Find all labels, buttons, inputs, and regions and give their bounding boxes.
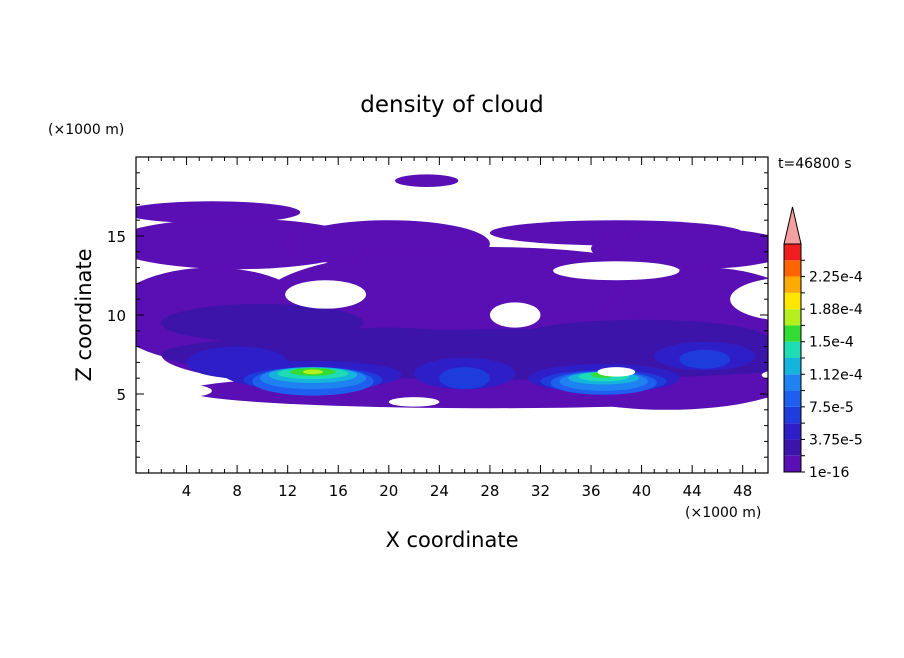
y-axis: 5 10 15 — [107, 172, 768, 458]
cloud-free-region — [388, 397, 440, 407]
colorbar-label: 1.12e-4 — [809, 367, 863, 383]
colorbar-swatch — [784, 423, 801, 440]
cloud-free-region — [161, 384, 212, 398]
colorbar-swatch — [784, 276, 801, 293]
y-tick-label: 10 — [107, 307, 126, 325]
contour-blob — [302, 369, 324, 375]
chart-title: density of cloud — [360, 92, 543, 118]
x-axis: 4 8 12 16 20 24 28 32 36 40 44 48 — [148, 157, 756, 500]
x-tick-label: 32 — [531, 482, 550, 500]
colorbar-swatch — [784, 439, 801, 456]
contour-blob — [439, 367, 490, 390]
contour-blob — [679, 349, 731, 369]
x-tick-label: 44 — [683, 482, 702, 500]
x-tick-label: 16 — [329, 482, 348, 500]
contour-blob — [793, 195, 869, 214]
contour-blob — [136, 201, 301, 224]
cloud-free-region — [761, 371, 768, 379]
contour-blob — [287, 327, 490, 366]
x-axis-label: X coordinate — [385, 528, 518, 552]
x-tick-label: 36 — [581, 482, 600, 500]
x-tick-label: 12 — [278, 482, 297, 500]
x-tick-label: 28 — [480, 482, 499, 500]
x-tick-label: 40 — [632, 482, 651, 500]
colorbar-label: 1.88e-4 — [809, 302, 863, 318]
colorbar-swatch — [784, 341, 801, 358]
x-tick-label: 48 — [733, 482, 752, 500]
colorbar-label: 1e-16 — [809, 465, 849, 481]
contour-blob — [161, 303, 364, 342]
colorbar-extend-arrow — [783, 206, 802, 245]
cloud-free-region — [730, 278, 768, 320]
x-unit-label: (×1000 m) — [685, 505, 761, 521]
colorbar-swatch — [784, 455, 801, 472]
cloud-free-region — [489, 302, 541, 328]
contour-blob — [395, 174, 459, 188]
colorbar-swatch — [784, 292, 801, 310]
colorbar-swatch — [784, 374, 801, 391]
contour-blob — [591, 228, 768, 270]
colorbar-swatch — [784, 260, 801, 277]
contour-field — [136, 174, 869, 410]
y-axis-label: Z coordinate — [72, 248, 96, 381]
contour-blob — [186, 346, 288, 379]
colorbar-swatch — [784, 309, 801, 326]
colorbar-swatch — [784, 390, 801, 407]
colorbar-swatch — [784, 244, 801, 261]
colorbar: 1e-16 3.75e-5 7.5e-5 1.12e-4 1.5e-4 1.88e-4 2.… — [783, 206, 863, 481]
contour-level-10 — [302, 369, 324, 375]
cloud-free-region — [553, 261, 680, 281]
y-unit-label: (×1000 m) — [48, 122, 124, 138]
colorbar-label: 1.5e-4 — [809, 335, 854, 351]
x-tick-label: 24 — [430, 482, 449, 500]
colorbar-label: 2.25e-4 — [809, 270, 863, 286]
cloud-free-region — [285, 280, 367, 309]
y-tick-label: 15 — [107, 228, 126, 246]
cloud-free-region — [597, 367, 636, 377]
colorbar-swatch — [784, 406, 801, 424]
x-tick-label: 4 — [182, 482, 192, 500]
colorbar-label: 7.5e-5 — [809, 400, 854, 416]
colorbar-swatch — [784, 358, 801, 375]
colorbar-label: 3.75e-5 — [809, 432, 863, 448]
colorbar-swatch — [784, 325, 801, 342]
x-tick-label: 20 — [379, 482, 398, 500]
y-tick-label: 5 — [116, 386, 126, 404]
x-tick-label: 8 — [232, 482, 242, 500]
cloud-free-regions — [161, 261, 768, 407]
time-label: t=46800 s — [778, 156, 852, 172]
